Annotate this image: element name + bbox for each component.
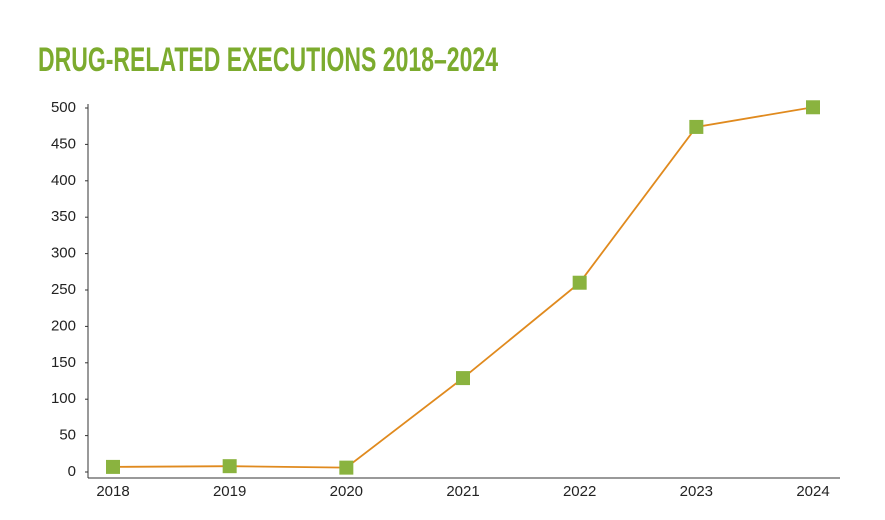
series-line xyxy=(112,106,814,469)
y-tick-label: 500 xyxy=(51,99,76,116)
y-tick-label: 50 xyxy=(59,427,76,444)
x-tick-label: 2024 xyxy=(796,483,829,500)
marker xyxy=(806,100,820,115)
y-tick-label: 100 xyxy=(51,390,76,407)
marker xyxy=(106,459,120,474)
marker xyxy=(689,119,704,134)
y-tick-label: 300 xyxy=(51,245,76,262)
y-tick-label: 250 xyxy=(51,281,76,298)
x-tick-label: 2021 xyxy=(446,483,479,500)
x-tick-label: 2022 xyxy=(563,483,596,500)
marker xyxy=(572,275,587,290)
y-tick-label: 400 xyxy=(51,172,76,189)
y-tick-label: 350 xyxy=(51,208,76,225)
x-tick-label: 2019 xyxy=(213,483,246,500)
y-tick-label: 200 xyxy=(51,317,76,334)
x-tick-label: 2023 xyxy=(680,483,713,500)
chart-title: DRUG-RELATED EXECUTIONS 2018–2024 xyxy=(38,41,498,79)
marker xyxy=(456,371,470,386)
y-tick-label: 0 xyxy=(68,463,76,480)
y-tick-label: 450 xyxy=(51,135,76,152)
marker xyxy=(222,459,237,474)
marker xyxy=(339,460,354,475)
x-tick-label: 2018 xyxy=(96,483,129,500)
y-tick-label: 150 xyxy=(51,354,76,371)
x-tick-label: 2020 xyxy=(330,483,363,500)
